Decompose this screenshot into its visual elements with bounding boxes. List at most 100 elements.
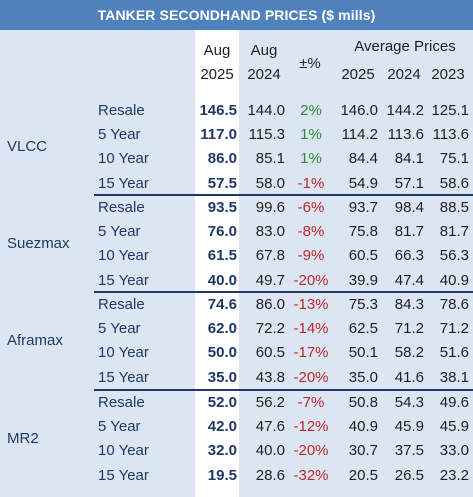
cell-age: 5 Year: [98, 320, 141, 338]
cell-age: 5 Year: [98, 418, 141, 436]
cell-age: Resale: [98, 296, 145, 313]
cell-aug25: 19.5: [207, 466, 237, 484]
group-separator: [94, 291, 473, 293]
cell-chg: 1%: [300, 150, 322, 168]
cell-a24: 26.5: [394, 466, 424, 484]
cell-aug24: 58.0: [255, 174, 285, 192]
cell-aug25: 61.5: [207, 247, 237, 265]
cell-a24: 58.2: [394, 344, 424, 362]
cell-age: 5 Year: [98, 223, 141, 241]
cell-a23: 56.3: [439, 247, 469, 265]
cell-age: Resale: [98, 394, 145, 411]
cell-aug24: 28.6: [255, 466, 285, 484]
cell-aug25: 117.0: [200, 126, 237, 144]
cell-a25: 50.1: [348, 344, 378, 362]
cell-age: Resale: [98, 102, 145, 119]
header-change: ±%: [299, 55, 321, 72]
cell-age: 15 Year: [98, 174, 149, 192]
cell-aug24: 144.0: [247, 102, 285, 119]
cell-a25: 30.7: [348, 442, 378, 460]
cell-a23: 81.7: [439, 223, 469, 241]
cell-a23: 40.9: [439, 271, 469, 289]
cell-aug25: 35.0: [207, 368, 237, 386]
cell-aug24: 47.6: [255, 418, 285, 436]
cell-a23: 78.6: [439, 296, 469, 313]
cell-aug25: 32.0: [207, 442, 237, 460]
header-aug2024-bottom: 2024: [247, 66, 281, 83]
cell-chg: -6%: [297, 199, 325, 216]
cell-aug25: 40.0: [207, 271, 237, 289]
cell-chg: -14%: [293, 320, 329, 338]
cell-a24: 84.3: [394, 296, 424, 313]
cell-a25: 40.9: [348, 418, 378, 436]
group-separator: [94, 389, 473, 391]
vessel-type-label: Suezmax: [7, 235, 70, 253]
cell-a25: 146.0: [340, 102, 378, 119]
cell-a24: 144.2: [386, 102, 424, 119]
cell-aug24: 72.2: [255, 320, 285, 338]
cell-a23: 75.1: [439, 150, 469, 168]
cell-a24: 98.4: [394, 199, 424, 216]
cell-aug25: 76.0: [207, 223, 237, 241]
cell-age: 10 Year: [98, 344, 149, 362]
cell-chg: -9%: [297, 247, 325, 265]
cell-age: 15 Year: [98, 466, 149, 484]
cell-a24: 37.5: [394, 442, 424, 460]
cell-a25: 54.9: [348, 174, 378, 192]
cell-chg: -12%: [293, 418, 329, 436]
cell-a25: 50.8: [348, 394, 378, 411]
cell-aug24: 49.7: [255, 271, 285, 289]
cell-chg: -7%: [297, 394, 325, 411]
cell-chg: -20%: [293, 368, 329, 386]
cell-a23: 51.6: [439, 344, 469, 362]
cell-chg: -17%: [293, 344, 329, 362]
cell-a24: 113.6: [387, 126, 424, 144]
cell-a23: 58.6: [439, 174, 469, 192]
cell-aug24: 43.8: [255, 368, 285, 386]
cell-aug25: 74.6: [207, 296, 237, 313]
cell-aug24: 115.3: [248, 126, 285, 144]
cell-a24: 54.3: [394, 394, 424, 411]
cell-aug25: 93.5: [207, 199, 237, 216]
cell-a24: 41.6: [394, 368, 424, 386]
header-aug2025-bottom: 2025: [200, 66, 234, 83]
cell-a24: 84.1: [394, 150, 424, 168]
cell-age: 10 Year: [98, 247, 149, 265]
cell-aug25: 57.5: [207, 174, 237, 192]
cell-chg: -20%: [293, 442, 329, 460]
cell-a24: 71.2: [394, 320, 424, 338]
cell-aug24: 40.0: [255, 442, 285, 460]
cell-a23: 88.5: [439, 199, 469, 216]
cell-chg: -8%: [297, 223, 325, 241]
cell-chg: 1%: [300, 126, 322, 144]
cell-a24: 45.9: [394, 418, 424, 436]
cell-a25: 20.5: [348, 466, 378, 484]
cell-age: 15 Year: [98, 271, 149, 289]
cell-a24: 81.7: [394, 223, 424, 241]
cell-chg: -13%: [293, 296, 329, 313]
cell-aug24: 83.0: [255, 223, 285, 241]
cell-a25: 75.8: [348, 223, 378, 241]
cell-aug24: 60.5: [255, 344, 285, 362]
cell-chg: -1%: [297, 174, 325, 192]
cell-a25: 75.3: [348, 296, 378, 313]
cell-aug25: 42.0: [207, 418, 237, 436]
header-avg2025: 2025: [341, 66, 375, 83]
cell-a23: 49.6: [439, 394, 469, 411]
cell-a25: 93.7: [348, 199, 378, 216]
cell-aug25: 146.5: [199, 102, 237, 119]
cell-a23: 125.1: [431, 102, 469, 119]
cell-a23: 71.2: [439, 320, 469, 338]
cell-aug25: 62.0: [207, 320, 237, 338]
vessel-type-label: MR2: [7, 430, 39, 448]
cell-a25: 84.4: [348, 150, 378, 168]
cell-a25: 62.5: [348, 320, 378, 338]
header-avg2024: 2024: [387, 66, 421, 83]
cell-a23: 33.0: [439, 442, 469, 460]
cell-a24: 57.1: [394, 174, 424, 192]
cell-a25: 114.2: [341, 126, 378, 144]
cell-a23: 38.1: [439, 368, 469, 386]
vessel-type-label: VLCC: [7, 138, 48, 156]
cell-aug24: 85.1: [255, 150, 285, 168]
